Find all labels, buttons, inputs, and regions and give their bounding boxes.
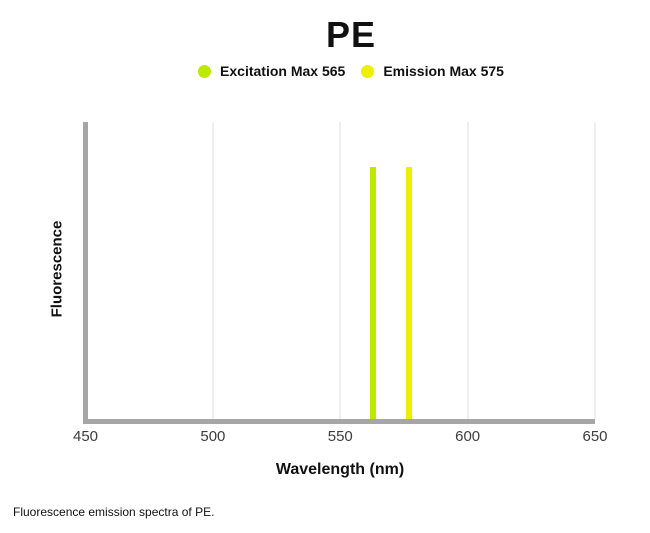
legend-item-0: Excitation Max 565 bbox=[198, 63, 345, 79]
x-tick-650: 650 bbox=[582, 428, 608, 445]
spectra-line-excitation bbox=[370, 166, 377, 419]
x-axis-line bbox=[83, 419, 595, 424]
legend-item-1: Emission Max 575 bbox=[361, 63, 504, 79]
legend-dot-icon bbox=[361, 64, 375, 78]
x-tick-550: 550 bbox=[327, 428, 353, 445]
legend-dot-icon bbox=[198, 64, 212, 78]
gridline-550 bbox=[339, 122, 342, 419]
x-axis-label: Wavelength (nm) bbox=[275, 461, 405, 478]
legend-item-label: Emission Max 575 bbox=[383, 63, 504, 79]
x-tick-450: 450 bbox=[72, 428, 99, 445]
x-tick-600: 600 bbox=[455, 428, 481, 445]
chart-legend: Excitation Max 565 Emission Max 575 bbox=[51, 63, 650, 79]
chart-title: PE bbox=[325, 14, 377, 55]
gridline-650 bbox=[594, 122, 596, 419]
gridline-500 bbox=[211, 122, 214, 419]
y-axis-line bbox=[83, 122, 88, 424]
legend-item-label: Excitation Max 565 bbox=[220, 63, 346, 79]
spectra-line-emission bbox=[406, 166, 413, 419]
y-axis-label: Fluorescence bbox=[48, 220, 66, 318]
x-tick-500: 500 bbox=[200, 428, 226, 445]
gridline-600 bbox=[466, 122, 469, 419]
figure-caption: Fluorescence emission spectra of PE. bbox=[13, 505, 215, 519]
